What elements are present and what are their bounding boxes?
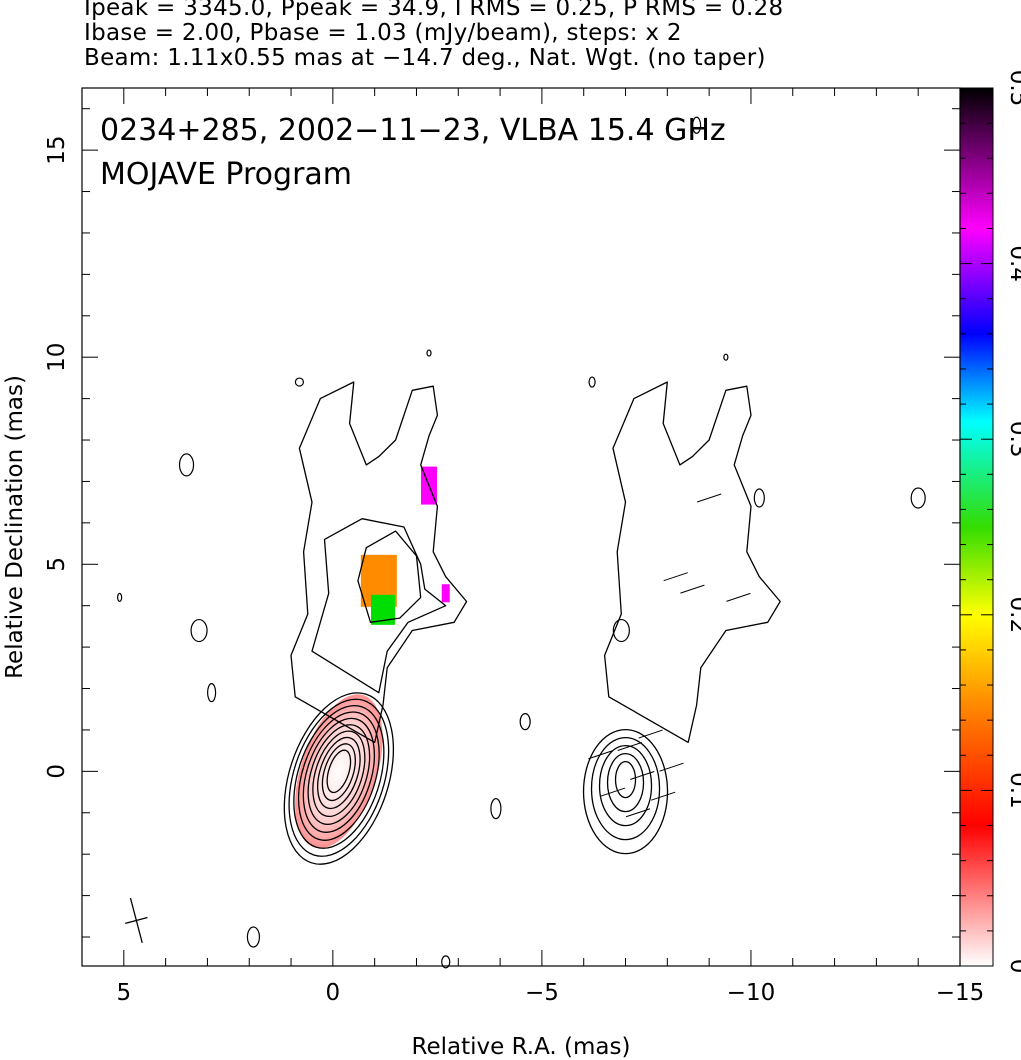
evpa-vector [659,762,684,772]
noise-contour [294,377,305,387]
colorbar-gradient [959,87,994,967]
x-tick-label: 5 [116,980,131,1006]
noise-contour [441,955,451,969]
colorbar [959,87,994,967]
core-contour [302,717,375,833]
evpa-vector [696,493,722,503]
core-contour [288,698,390,857]
core-contour [326,749,352,794]
evpa-vector [680,584,705,594]
evpa-vector [650,791,676,801]
noise-contour [207,683,217,703]
noise-contour [117,592,123,603]
plot-subtitle: MOJAVE Program [100,157,352,192]
evpa-vector [617,742,642,751]
noise-contour [691,116,702,134]
x-tick-label: −10 [727,980,776,1006]
evpa-vector [726,592,751,602]
header-line-1: Ipeak = 3345.0, Ppeak = 34.9, I RMS = 0.… [84,0,784,21]
noise-contour [519,713,531,731]
noise-contour [723,353,729,361]
colorbar-tick-label: 0.3 [1005,421,1021,458]
x-tick-label: −5 [525,980,559,1006]
evpa-vector [625,808,651,818]
pol-core-contour [582,728,669,855]
jet-inner-contour [357,530,422,623]
header-line-3: Beam: 1.11x0.55 mas at −14.7 deg., Nat. … [84,45,766,71]
noise-contour [612,618,630,643]
y-tick-label: 10 [44,343,70,372]
noise-contour [910,487,926,509]
pol-jet-outer-contour [603,381,781,744]
core-contour [321,743,356,802]
jet-outer-contour [290,381,468,744]
polarization-patch [441,584,450,603]
plot-title: 0234+285, 2002−11−23, VLBA 15.4 GHz [100,113,726,148]
core-contour [297,711,380,841]
noise-contour [178,453,195,477]
core-contour [283,692,395,865]
pol-core-contour [590,736,661,841]
evpa-vector [588,750,613,760]
y-tick-label: 0 [44,764,70,779]
colorbar-tick-label: 0.2 [1005,597,1021,634]
colorbar-tick-label: 0.1 [1005,772,1021,809]
y-axis-label: Relative Declination (mas) [2,375,28,679]
noise-contour [190,618,208,643]
evpa-vector [638,729,663,739]
x-tick-label: 0 [326,980,341,1006]
header-line-2: Ibase = 2.00, Pbase = 1.03 (mJy/beam), s… [84,20,682,46]
pol-core-contour [606,752,645,813]
colorbar-tick-label: 0.4 [1005,245,1021,282]
jet-mid-contour [311,518,447,694]
x-tick-label: −15 [936,980,985,1006]
noise-contour [588,376,596,388]
pol-core-contour [614,760,637,799]
pol-core-contour [598,744,653,827]
noise-contour [246,926,261,948]
plot-frame [81,87,961,967]
y-tick-label: 15 [44,135,70,164]
noise-contour [490,798,502,820]
evpa-vector [663,572,688,582]
axis-ticks: 5 0 −5 −10 −15 0 5 10 15 0 0.1 0.2 0.3 0.4 0.5 [44,70,1021,1006]
colorbar-tick-label: 0 [1005,959,1021,974]
noise-contour [753,488,765,508]
colorbar-tick-label: 0.5 [1005,70,1021,107]
core-contour [293,704,385,849]
core-contour [312,730,366,818]
beam-minor-axis [125,916,148,924]
x-axis-label: Relative R.A. (mas) [412,1034,631,1060]
y-tick-label: 5 [44,557,70,572]
evpa-vector [600,787,626,797]
core-contour [317,736,361,810]
evpa-vector [630,771,655,780]
noise-contour [426,349,432,357]
map-contours [117,116,926,969]
core-contour [307,724,371,826]
